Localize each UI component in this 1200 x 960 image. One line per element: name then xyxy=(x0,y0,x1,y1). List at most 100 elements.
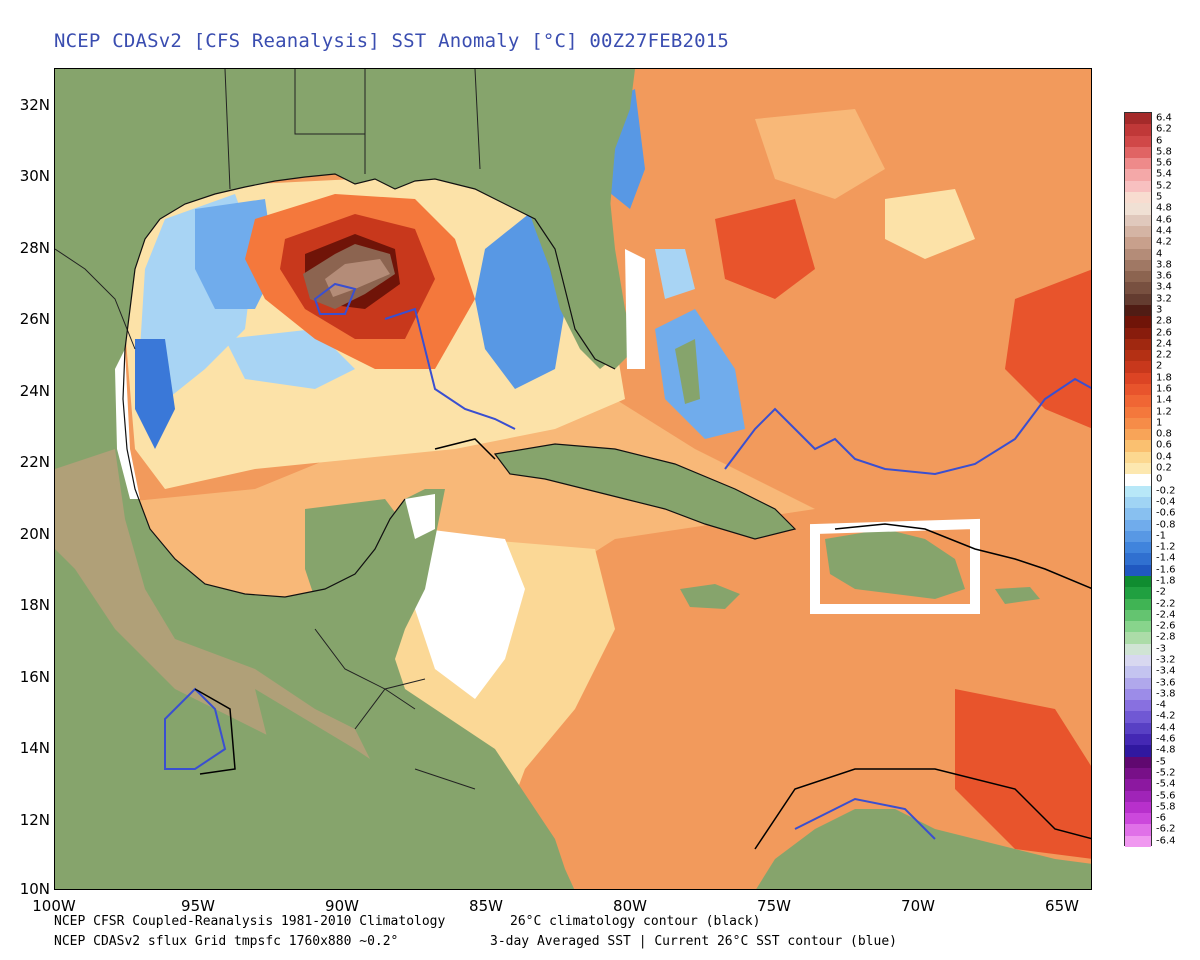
legend-label: 0 xyxy=(1156,473,1163,485)
coastal-mask-yucatan xyxy=(405,494,435,539)
footer-climatology-contour: 26°C climatology contour (black) xyxy=(510,914,761,929)
legend-label: 5.8 xyxy=(1156,146,1172,158)
legend-label: -5.6 xyxy=(1156,790,1176,802)
gulf-coastline xyxy=(159,173,616,370)
legend-swatch xyxy=(1125,406,1151,419)
climo-26c-contour-south xyxy=(754,768,1091,850)
legend-label: 2.4 xyxy=(1156,338,1172,350)
legend-swatch xyxy=(1125,700,1151,712)
legend-label: -3.4 xyxy=(1156,665,1176,677)
legend-swatch xyxy=(1125,655,1151,667)
legend-label: -4.4 xyxy=(1156,722,1176,734)
lon-label-100w: 100W xyxy=(32,897,76,915)
legend-label: -1.8 xyxy=(1156,575,1176,587)
legend-label: 3.6 xyxy=(1156,270,1172,282)
legend-swatch xyxy=(1125,237,1151,249)
legend-swatch xyxy=(1125,395,1151,408)
legend-swatch xyxy=(1125,835,1151,848)
florida-land xyxy=(525,69,625,369)
lat-label-18n: 18N xyxy=(19,596,50,614)
legend-swatch xyxy=(1125,530,1151,543)
legend-label: 5 xyxy=(1156,191,1163,203)
climo-26c-contour-pacific xyxy=(194,688,236,775)
political-borders-central-america xyxy=(314,628,476,790)
texas-coast-cold xyxy=(135,339,175,449)
legend-label: -2.8 xyxy=(1156,631,1176,643)
legend-label: -2.4 xyxy=(1156,609,1176,621)
eastern-gulf-cold xyxy=(475,209,565,389)
legend-label: -2 xyxy=(1156,586,1166,598)
legend-label: -4.2 xyxy=(1156,710,1176,722)
legend-label: 4.4 xyxy=(1156,225,1172,237)
cuba-coastline xyxy=(493,443,797,540)
legend-swatch xyxy=(1125,575,1151,588)
legend-swatch xyxy=(1125,384,1151,396)
legend-label: 1.4 xyxy=(1156,394,1172,406)
lat-label-30n: 30N xyxy=(19,167,50,185)
puerto-rico-land xyxy=(995,587,1040,604)
lat-label-14n: 14N xyxy=(19,739,50,757)
legend-label: 0.2 xyxy=(1156,462,1172,474)
legend-swatch xyxy=(1125,271,1151,283)
legend-label: 1.8 xyxy=(1156,372,1172,384)
legend-swatch xyxy=(1125,587,1151,600)
legend-swatch xyxy=(1125,259,1151,272)
legend-swatch xyxy=(1125,643,1151,656)
legend-label: 1.2 xyxy=(1156,406,1172,418)
legend-label: -2.2 xyxy=(1156,598,1176,610)
legend-label: 6.2 xyxy=(1156,123,1172,135)
legend-swatch xyxy=(1125,417,1151,430)
legend-swatch xyxy=(1125,666,1151,679)
legend-swatch xyxy=(1125,609,1151,622)
legend-swatch xyxy=(1125,146,1151,159)
legend-swatch xyxy=(1125,304,1151,317)
hispaniola-land xyxy=(825,529,965,599)
coastal-mask-texas xyxy=(115,349,140,499)
legend-swatch xyxy=(1125,180,1151,193)
sst-anomaly-map xyxy=(54,68,1092,890)
legend-label: 2.8 xyxy=(1156,315,1172,327)
legend-label: 0.4 xyxy=(1156,451,1172,463)
lon-label-65w: 65W xyxy=(1045,897,1079,915)
legend-swatch xyxy=(1125,293,1151,306)
legend-swatch xyxy=(1125,801,1151,814)
lat-label-16n: 16N xyxy=(19,668,50,686)
legend-label: 3.4 xyxy=(1156,281,1172,293)
current-26c-contour-gulf xyxy=(384,307,516,430)
legend-label: 0.6 xyxy=(1156,439,1172,451)
legend-label: -3.2 xyxy=(1156,654,1176,666)
lat-label-10n: 10N xyxy=(19,880,50,898)
legend-label: -3 xyxy=(1156,643,1166,655)
legend-swatch xyxy=(1125,282,1151,295)
legend-swatch xyxy=(1125,519,1151,532)
legend-swatch xyxy=(1125,158,1151,170)
legend-swatch xyxy=(1125,124,1151,137)
footer-current-contour: 3-day Averaged SST | Current 26°C SST co… xyxy=(490,934,897,949)
legend-label: 6.4 xyxy=(1156,112,1172,124)
legend-label: 2.6 xyxy=(1156,327,1172,339)
legend-swatch xyxy=(1125,824,1151,837)
mexico-highland xyxy=(55,449,375,769)
legend-swatch xyxy=(1125,722,1151,735)
legend-label: 6 xyxy=(1156,135,1163,147)
legend-label: 4.6 xyxy=(1156,214,1172,226)
legend-swatch xyxy=(1125,813,1151,825)
lon-label-95w: 95W xyxy=(181,897,215,915)
central-america-land xyxy=(255,689,465,889)
legend-label: -4.8 xyxy=(1156,744,1176,756)
legend-label: -6.4 xyxy=(1156,835,1176,847)
legend-swatch xyxy=(1125,463,1151,475)
lat-label-26n: 26N xyxy=(19,310,50,328)
atlantic-yellow xyxy=(885,189,975,259)
legend-swatch xyxy=(1125,688,1151,701)
legend-swatch xyxy=(1125,214,1151,227)
political-borders-us xyxy=(55,69,481,350)
legend-swatch xyxy=(1125,756,1151,769)
lon-label-75w: 75W xyxy=(757,897,791,915)
cuba-land xyxy=(495,444,795,539)
legend-swatch xyxy=(1125,779,1151,792)
lon-label-90w: 90W xyxy=(325,897,359,915)
legend-label: 2.2 xyxy=(1156,349,1172,361)
legend-swatch xyxy=(1125,485,1151,498)
legend-swatch xyxy=(1125,767,1151,780)
